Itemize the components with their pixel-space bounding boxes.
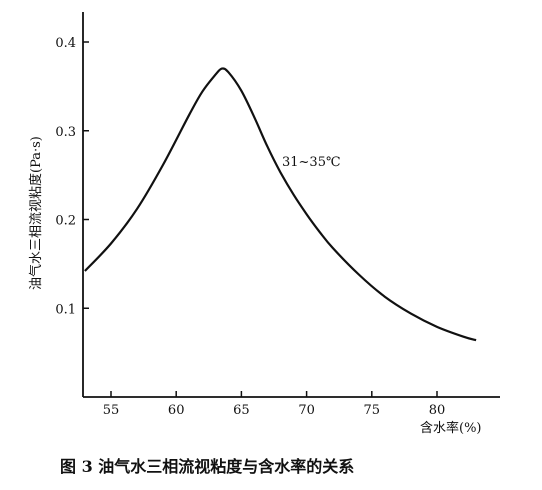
x-axis-label: 含水率(%) xyxy=(420,420,482,436)
x-ticks: 55 60 65 70 75 80 xyxy=(103,391,446,418)
x-tick-label: 55 xyxy=(103,403,120,418)
series-annotation: 31~35℃ xyxy=(282,155,341,170)
x-tick-label: 65 xyxy=(233,403,250,418)
y-tick-label: 0.2 xyxy=(55,214,76,229)
y-ticks: 0.1 0.2 0.3 0.4 xyxy=(55,36,89,317)
series-line-31-35c xyxy=(84,67,477,342)
y-tick-label: 0.4 xyxy=(55,36,76,51)
x-tick-label: 75 xyxy=(364,403,381,418)
x-tick-label: 80 xyxy=(429,403,446,418)
x-tick-label: 60 xyxy=(168,403,185,418)
y-tick-label: 0.1 xyxy=(55,302,76,317)
axes xyxy=(82,12,500,398)
figure-caption: 图 3 油气水三相流视粘度与含水率的关系 xyxy=(60,457,354,476)
y-tick-label: 0.3 xyxy=(55,125,76,140)
x-tick-label: 70 xyxy=(298,403,315,418)
y-axis-label: 油气水三相流视粘度(Pa·s) xyxy=(28,136,44,290)
